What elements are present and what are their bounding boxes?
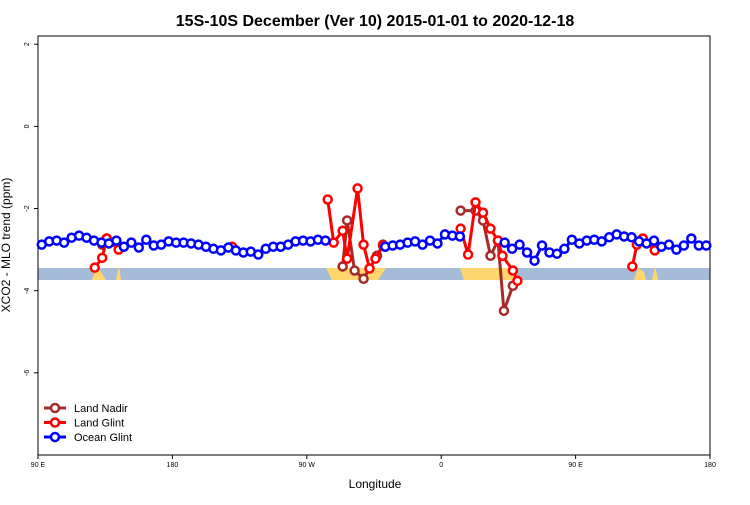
point — [417, 239, 428, 250]
point — [477, 207, 489, 218]
legend-label: Land Glint — [74, 418, 124, 430]
point — [370, 253, 381, 264]
series — [96, 205, 519, 317]
point — [432, 238, 443, 249]
point — [320, 235, 331, 246]
point — [671, 244, 682, 255]
point — [322, 194, 333, 205]
legend: Land Nadir Land Glint Ocean Glint — [44, 402, 132, 444]
point — [470, 197, 481, 208]
point — [337, 261, 348, 272]
series-line — [93, 188, 656, 282]
point — [462, 249, 474, 260]
point — [337, 225, 348, 236]
point — [358, 273, 369, 285]
point — [678, 240, 690, 251]
point — [626, 232, 637, 243]
point — [141, 234, 152, 245]
point — [358, 239, 369, 250]
y-tick-label: -4 — [24, 287, 31, 293]
legend-marker — [49, 417, 61, 428]
point — [648, 235, 660, 246]
point — [512, 275, 523, 287]
x-tick-label: 180 — [704, 462, 716, 469]
point — [118, 241, 130, 252]
legend-marker — [49, 431, 61, 443]
x-tick-label: 0 — [439, 462, 443, 469]
x-tick-label: 90 E — [31, 462, 46, 469]
point — [341, 215, 353, 226]
point — [485, 223, 496, 234]
point — [455, 205, 466, 216]
point — [497, 250, 508, 262]
legend-marker — [49, 402, 61, 414]
point — [341, 253, 353, 264]
point — [328, 237, 339, 248]
point — [352, 183, 363, 194]
point — [349, 265, 360, 276]
y-axis-label: XCO2 - MLO trend (ppm) — [0, 178, 13, 313]
point — [536, 240, 548, 251]
land-patch — [116, 266, 121, 280]
point — [506, 243, 518, 255]
y-tick-label: -6 — [24, 370, 31, 376]
x-tick-label: 90 W — [299, 462, 316, 469]
y-tick-label: -2 — [24, 205, 31, 211]
series — [36, 229, 712, 266]
point — [663, 239, 675, 250]
point — [514, 239, 525, 250]
point — [559, 243, 570, 255]
point — [701, 240, 712, 251]
point — [485, 250, 496, 262]
point — [58, 237, 70, 248]
point — [596, 236, 607, 247]
point — [529, 255, 540, 266]
legend-label: Land Nadir — [74, 403, 128, 415]
x-axis-label: Longitude — [349, 477, 402, 491]
point — [96, 252, 108, 264]
point — [89, 262, 100, 273]
x-tick-label: 90 E — [568, 462, 583, 469]
point — [253, 249, 264, 260]
x-tick-label: 180 — [167, 462, 179, 469]
point — [521, 247, 533, 258]
point — [686, 233, 697, 244]
chart-title: 15S-10S December (Ver 10) 2015-01-01 to … — [176, 13, 575, 30]
point — [507, 265, 519, 276]
point — [499, 237, 510, 248]
point — [111, 235, 122, 246]
land-patch — [634, 268, 646, 280]
point — [364, 263, 375, 274]
land-patch — [460, 268, 516, 280]
point — [454, 231, 466, 242]
y-tick-label: 0 — [24, 124, 31, 128]
point — [551, 248, 563, 259]
point — [498, 305, 510, 317]
point — [126, 237, 137, 248]
point — [627, 261, 638, 272]
y-tick-label: 2 — [24, 42, 31, 46]
point — [133, 242, 145, 253]
land-patch — [652, 266, 658, 280]
series-line — [100, 209, 515, 312]
legend-label: Ocean Glint — [74, 432, 132, 444]
